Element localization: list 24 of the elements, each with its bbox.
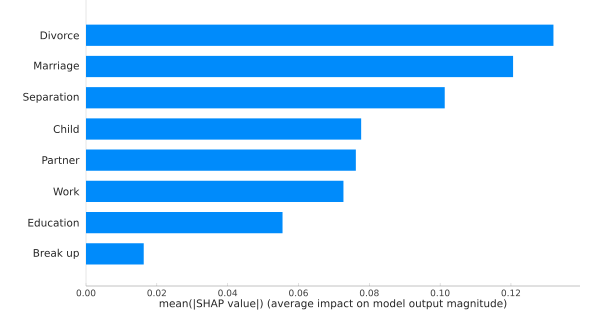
bar bbox=[86, 118, 362, 140]
y-tick-label: Separation bbox=[23, 92, 79, 103]
x-tick-label: 0.06 bbox=[289, 290, 308, 296]
y-tick-label: Work bbox=[53, 187, 80, 196]
x-tick-label: 0.04 bbox=[218, 290, 238, 296]
y-tick-label: Marriage bbox=[34, 61, 79, 72]
bar bbox=[86, 87, 445, 108]
x-tick-label: 0.10 bbox=[430, 290, 450, 296]
bar bbox=[86, 24, 554, 46]
y-tick-label: Education bbox=[28, 218, 79, 227]
x-tick-label: 0.00 bbox=[76, 290, 96, 296]
bar bbox=[86, 212, 283, 234]
bar bbox=[86, 243, 144, 264]
x-tick-label: 0.12 bbox=[502, 290, 520, 296]
x-axis-title: mean(|SHAP value|) (average impact on model output magnitude) bbox=[160, 299, 506, 310]
bar bbox=[86, 56, 514, 78]
y-tick-label: Break up bbox=[34, 248, 79, 259]
x-tick-label: 0.02 bbox=[147, 290, 166, 296]
bar bbox=[86, 180, 344, 202]
y-tick-label: Partner bbox=[42, 156, 80, 164]
y-tick-label: Divorce bbox=[40, 31, 79, 40]
bar bbox=[86, 150, 356, 171]
x-tick-label: 0.08 bbox=[360, 290, 379, 296]
y-tick-label: Child bbox=[54, 124, 79, 133]
